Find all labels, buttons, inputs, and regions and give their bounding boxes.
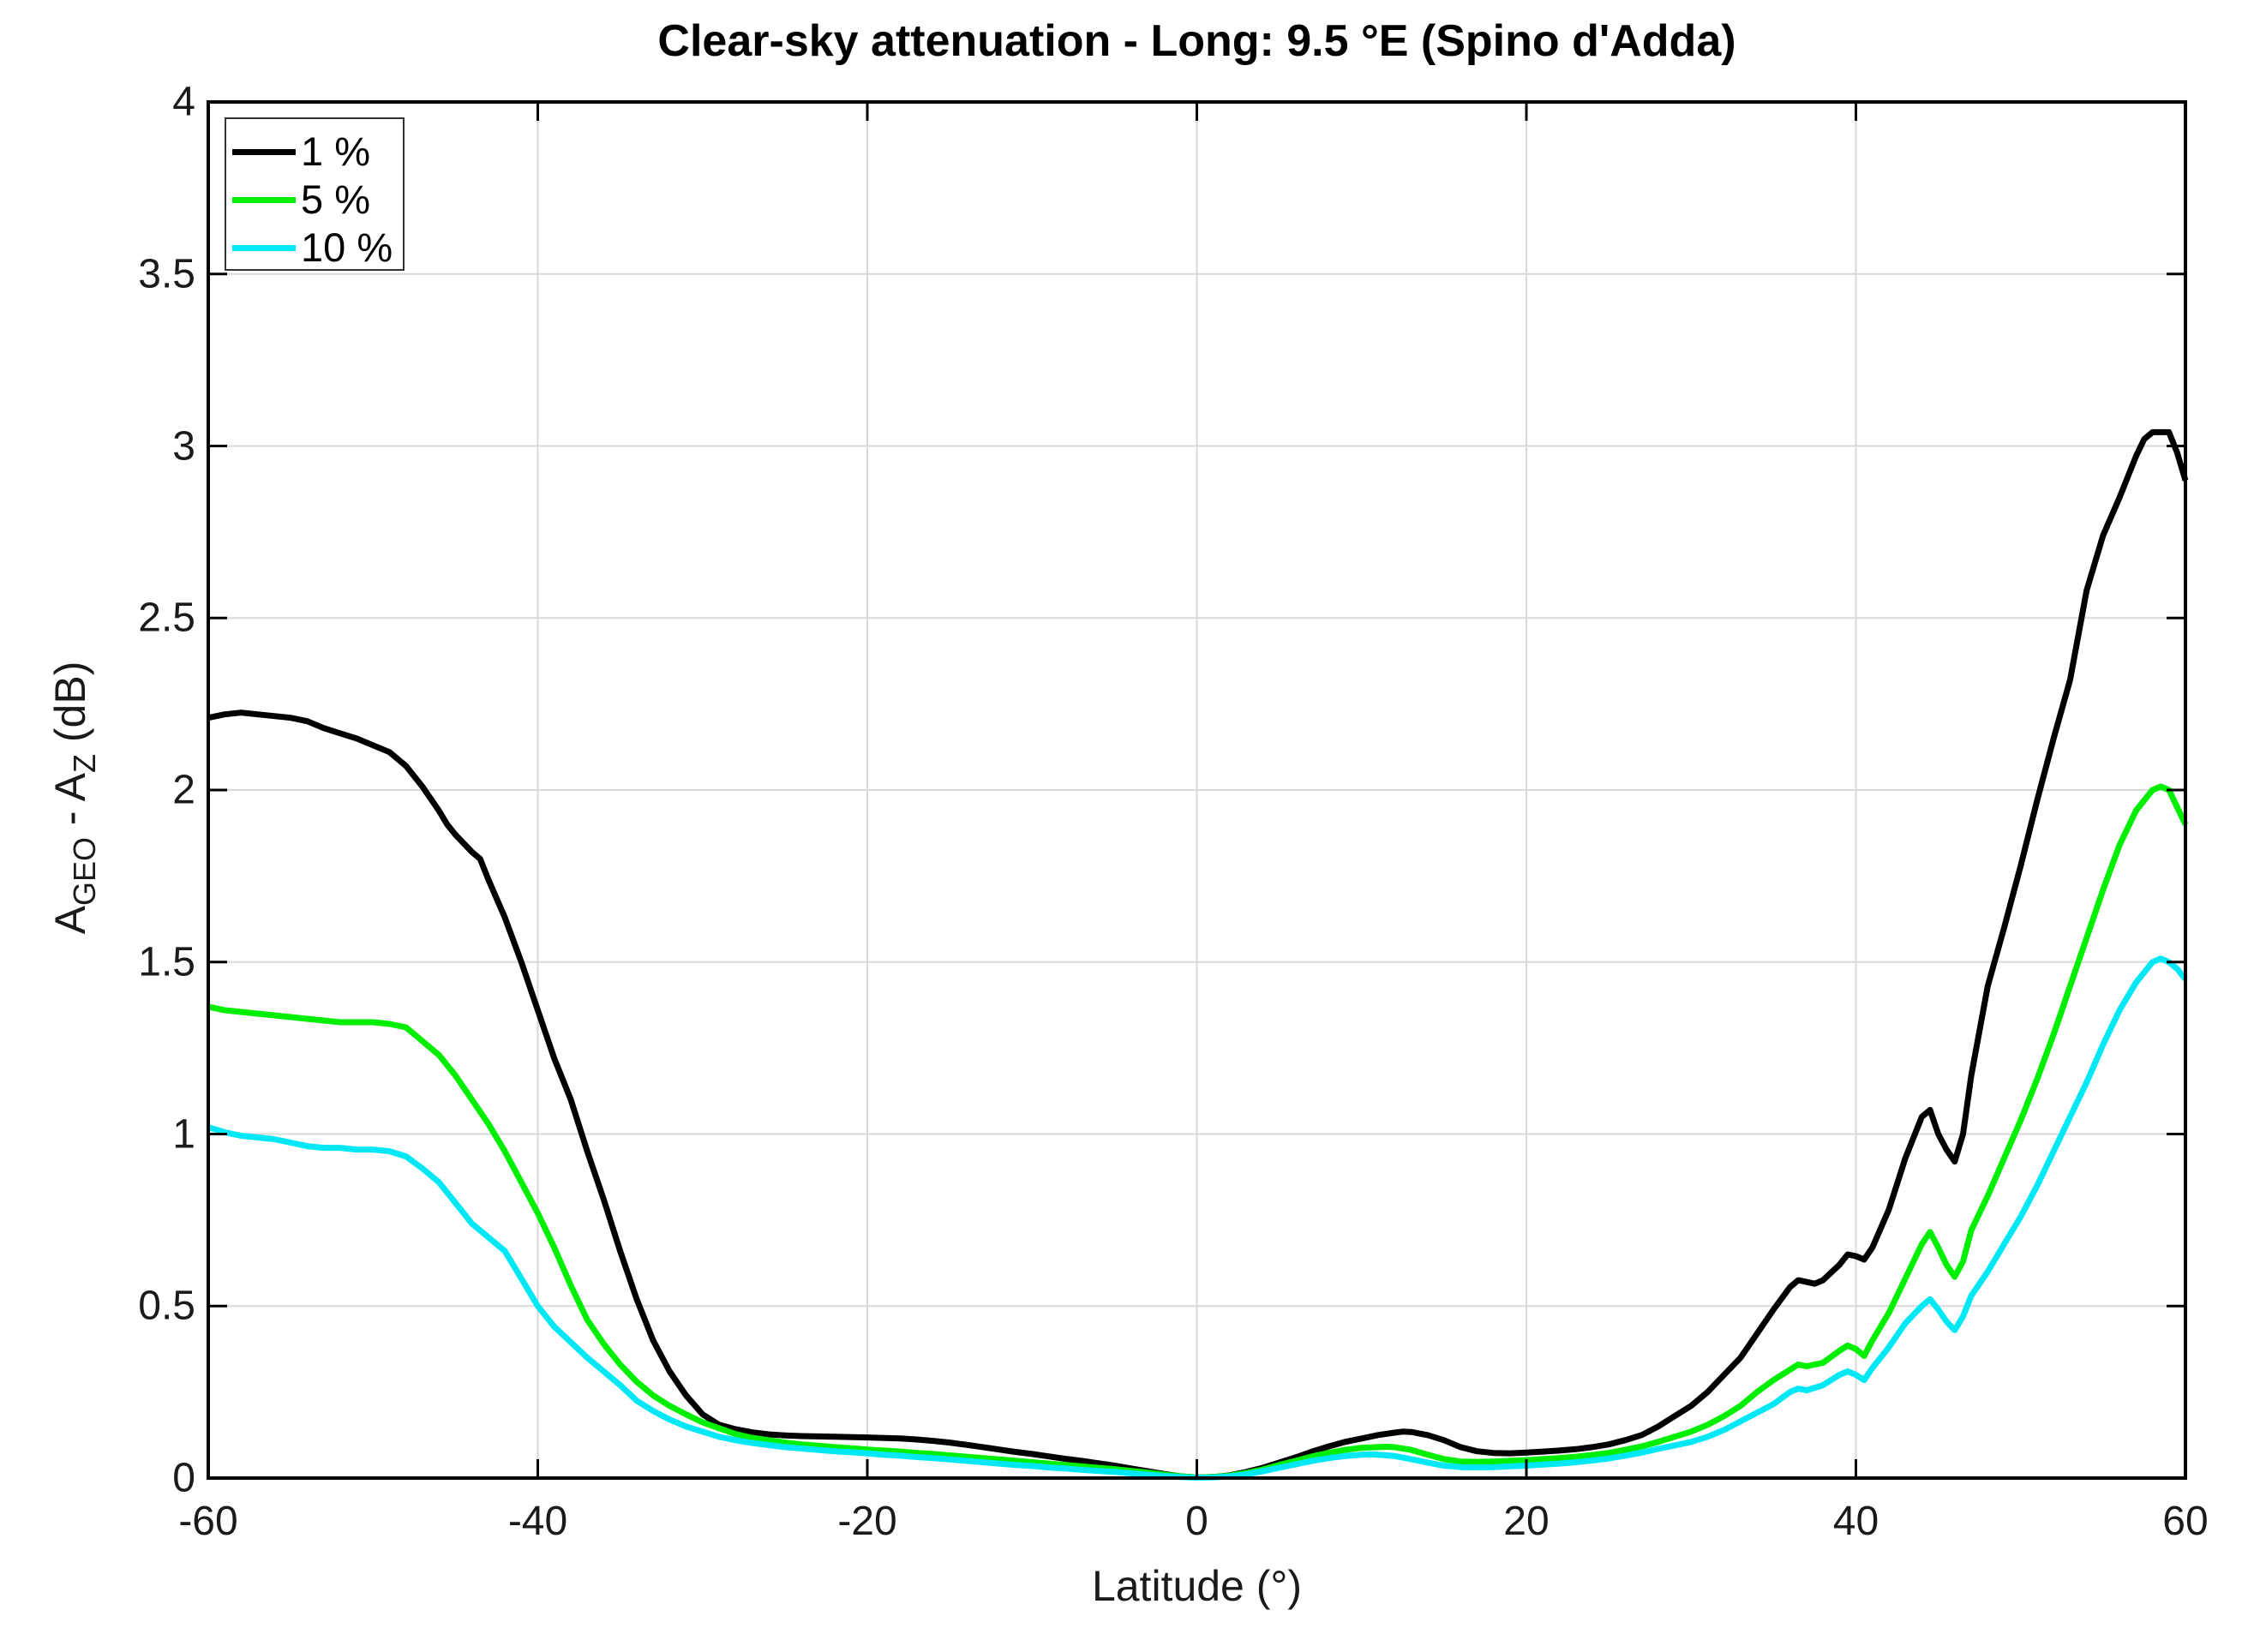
x-tick-label-20: 20 [1503, 1499, 1550, 1544]
y-tick-label-2: 2 [172, 767, 195, 813]
y-tick-label-1: 1 [172, 1111, 195, 1157]
legend-item-5pct: 5 % [226, 176, 403, 224]
x-tick-label-0: 0 [1185, 1499, 1208, 1544]
legend-item-10pct: 10 % [226, 224, 403, 272]
legend-swatch-5pct-line [232, 196, 296, 203]
x-tick-label--20: -20 [837, 1499, 897, 1544]
legend-swatch-10pct-line [232, 244, 296, 251]
x-tick-label--60: -60 [178, 1499, 238, 1544]
x-tick-label-40: 40 [1832, 1499, 1879, 1544]
y-tick-label-0.5: 0.5 [138, 1283, 195, 1329]
y-tick-label-3.5: 3.5 [138, 251, 195, 297]
x-axis-label: Latitude (°) [1091, 1562, 1303, 1610]
legend-label-5pct: 5 % [301, 177, 370, 222]
series-line-10% [207, 955, 2188, 1481]
legend: 1 % 5 % 10 % [225, 117, 405, 271]
x-tick-label--40: -40 [507, 1499, 568, 1544]
y-tick-label-2.5: 2.5 [138, 595, 195, 641]
figure-title: Clear-sky attenuation - Long: 9.5 °E (Sp… [657, 16, 1736, 66]
y-tick-label-1.5: 1.5 [138, 939, 195, 985]
x-tick-label-60: 60 [2162, 1499, 2209, 1544]
y-tick-label-0: 0 [172, 1455, 195, 1501]
legend-label-1pct: 1 % [301, 129, 370, 174]
legend-item-1pct: 1 % [226, 128, 403, 176]
y-tick-label-3: 3 [172, 423, 195, 469]
legend-label-10pct: 10 % [301, 224, 393, 270]
y-tick-label-4: 4 [172, 79, 195, 125]
legend-swatch-1pct-line [232, 148, 296, 155]
